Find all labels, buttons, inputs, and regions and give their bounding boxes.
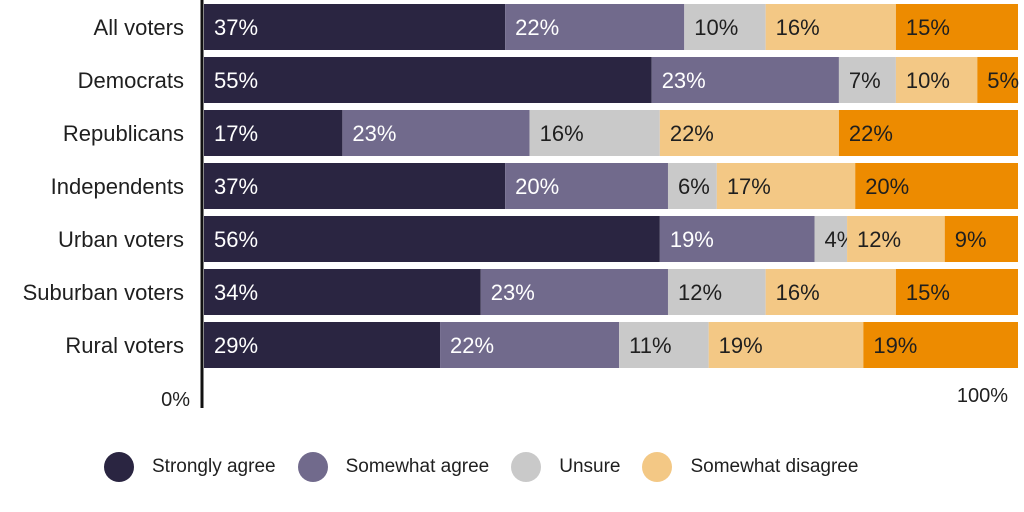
data-label-independents-somewhat-disagree: 17% xyxy=(727,174,771,199)
bar-suburban-voters-somewhat-agree xyxy=(480,269,668,315)
bar-suburban-voters-unsure xyxy=(667,269,766,315)
data-label-republicans-somewhat-agree: 23% xyxy=(352,121,396,146)
bar-democrats-somewhat-agree xyxy=(651,57,839,103)
data-label-democrats-somewhat-disagree: 10% xyxy=(906,68,950,93)
legend-swatch-unsure xyxy=(511,452,542,482)
legend-item-somewhat-agree: Somewhat agree xyxy=(297,452,490,482)
data-label-republicans-somewhat-disagree: 22% xyxy=(670,121,714,146)
data-label-urban-voters-somewhat-agree: 19% xyxy=(670,227,714,252)
category-labels: All voters Democrats Republicans Independen… xyxy=(23,15,184,358)
data-label-urban-voters-strongly-disagree: 9% xyxy=(955,227,987,252)
bar-rural-voters-unsure xyxy=(619,322,709,368)
data-label-republicans-unsure: 16% xyxy=(540,121,584,146)
legend-label-somewhat-agree: Somewhat agree xyxy=(345,456,490,477)
data-label-democrats-somewhat-agree: 23% xyxy=(662,68,706,93)
data-label-rural-voters-somewhat-disagree: 19% xyxy=(719,333,763,358)
category-label-rural-voters: Rural voters xyxy=(65,333,184,358)
bar-rural-voters-strongly-agree xyxy=(204,322,441,368)
bar-independents-strongly-agree xyxy=(204,163,506,209)
axis-min-label: 0% xyxy=(161,389,190,411)
data-label-all-voters-unsure: 10% xyxy=(694,15,738,40)
bar-republicans-strongly-agree xyxy=(204,110,343,156)
bar-republicans-somewhat-agree xyxy=(342,110,530,156)
legend-label-somewhat-disagree: Somewhat disagree xyxy=(690,456,859,477)
legend-label-strongly-agree: Strongly agree xyxy=(152,456,276,477)
bar-rural-voters-strongly-disagree xyxy=(863,322,1018,368)
data-label-suburban-voters-strongly-agree: 34% xyxy=(214,280,258,305)
data-label-all-voters-somewhat-agree: 22% xyxy=(515,15,559,40)
bar-democrats-somewhat-disagree xyxy=(895,57,978,103)
data-label-democrats-unsure: 7% xyxy=(849,68,881,93)
data-label-suburban-voters-somewhat-disagree: 16% xyxy=(776,280,820,305)
data-label-all-voters-strongly-agree: 37% xyxy=(214,15,258,40)
bar-rural-voters-somewhat-agree xyxy=(440,322,620,368)
category-label-republicans: Republicans xyxy=(63,121,184,146)
category-label-all-voters: All voters xyxy=(94,15,184,40)
data-label-suburban-voters-strongly-disagree: 15% xyxy=(906,280,950,305)
category-label-democrats: Democrats xyxy=(78,68,184,93)
bar-independents-unsure xyxy=(667,163,717,209)
data-label-rural-voters-strongly-disagree: 19% xyxy=(873,333,917,358)
legend-swatch-somewhat-disagree xyxy=(642,452,673,482)
bar-republicans-strongly-disagree xyxy=(838,110,1018,156)
data-label-urban-voters-somewhat-disagree: 12% xyxy=(857,227,901,252)
bar-urban-voters-somewhat-disagree xyxy=(847,216,945,262)
bar-suburban-voters-strongly-agree xyxy=(204,269,481,315)
data-label-independents-strongly-agree: 37% xyxy=(214,174,258,199)
data-label-all-voters-somewhat-disagree: 16% xyxy=(776,15,820,40)
bar-all-voters-unsure xyxy=(684,4,766,50)
data-label-suburban-voters-unsure: 12% xyxy=(678,280,722,305)
legend-item-somewhat-disagree: Somewhat disagree xyxy=(642,452,858,482)
data-label-independents-somewhat-agree: 20% xyxy=(515,174,559,199)
legend-swatch-somewhat-agree xyxy=(297,452,328,482)
bar-rural-voters-somewhat-disagree xyxy=(708,322,864,368)
axis-max-label: 100% xyxy=(957,385,1008,407)
bar-independents-somewhat-agree xyxy=(505,163,668,209)
bar-democrats-unsure xyxy=(838,57,896,103)
category-label-urban-voters: Urban voters xyxy=(58,227,184,252)
legend-swatch-strongly-agree xyxy=(104,452,134,482)
data-label-suburban-voters-somewhat-agree: 23% xyxy=(491,280,535,305)
bar-republicans-somewhat-disagree xyxy=(659,110,839,156)
data-label-democrats-strongly-agree: 55% xyxy=(214,68,258,93)
bar-democrats-strongly-agree xyxy=(204,57,652,103)
data-label-all-voters-strongly-disagree: 15% xyxy=(906,15,950,40)
bar-independents-somewhat-disagree xyxy=(716,163,856,209)
bar-urban-voters-somewhat-agree xyxy=(659,216,815,262)
bar-suburban-voters-strongly-disagree xyxy=(895,269,1018,315)
legend-item-strongly-agree: Strongly agree xyxy=(104,452,276,482)
bar-urban-voters-strongly-disagree xyxy=(944,216,1018,262)
bar-independents-strongly-disagree xyxy=(855,163,1018,209)
data-label-independents-unsure: 6% xyxy=(678,174,710,199)
bar-all-voters-somewhat-agree xyxy=(505,4,685,50)
category-label-suburban-voters: Suburban voters xyxy=(23,280,184,305)
data-label-democrats-strongly-disagree: 5% xyxy=(987,68,1019,93)
data-label-rural-voters-somewhat-agree: 22% xyxy=(450,333,494,358)
data-label-republicans-strongly-disagree: 22% xyxy=(849,121,893,146)
data-label-urban-voters-strongly-agree: 56% xyxy=(214,227,258,252)
category-label-independents: Independents xyxy=(51,174,184,199)
bar-urban-voters-unsure xyxy=(814,216,848,262)
data-label-independents-strongly-disagree: 20% xyxy=(865,174,909,199)
data-label-republicans-strongly-agree: 17% xyxy=(214,121,258,146)
legend-label-unsure: Unsure xyxy=(559,456,621,477)
bar-all-voters-strongly-disagree xyxy=(895,4,1018,50)
bar-suburban-voters-somewhat-disagree xyxy=(765,269,896,315)
chart-legend: Strongly agree Somewhat agree Unsure Som… xyxy=(104,452,880,482)
bar-area: 37% 22% 10% 16% 15% 55% 23% 7% 10% 5% 17% 23% 16% 22%… xyxy=(204,4,1019,368)
bar-urban-voters-strongly-agree xyxy=(204,216,660,262)
bar-democrats-strongly-disagree xyxy=(977,57,1018,103)
bar-all-voters-strongly-agree xyxy=(204,4,506,50)
legend-item-unsure: Unsure xyxy=(511,452,620,482)
data-label-rural-voters-strongly-agree: 29% xyxy=(214,333,258,358)
bar-republicans-unsure xyxy=(529,110,660,156)
bar-all-voters-somewhat-disagree xyxy=(765,4,896,50)
data-label-rural-voters-unsure: 11% xyxy=(629,333,671,358)
